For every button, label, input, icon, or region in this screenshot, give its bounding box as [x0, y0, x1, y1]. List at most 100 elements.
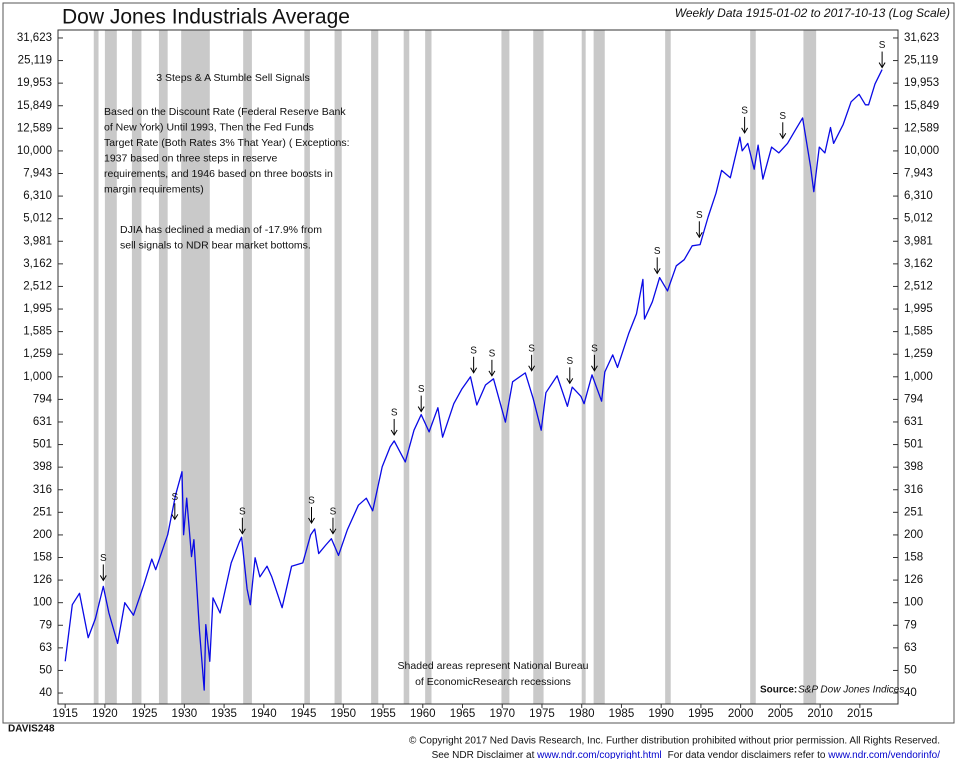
x-tick-label: 1915 [52, 708, 78, 720]
recession [501, 30, 510, 704]
y-tick-label: 1,995 [23, 303, 52, 315]
sell-arrowhead [695, 232, 703, 239]
sell-arrowhead [566, 378, 574, 385]
y-tick-label: 158 [33, 552, 52, 564]
y-tick-label: 794 [33, 393, 53, 405]
method-note: 1937 based on three steps in reserve [104, 152, 278, 164]
recession [181, 30, 210, 704]
sell-label: S [418, 384, 425, 395]
x-tick-label: 1935 [211, 708, 237, 720]
y2-tick-label: 10,000 [904, 145, 939, 157]
y2-tick-label: 31,623 [904, 32, 939, 44]
y-tick-label: 2,512 [23, 280, 52, 292]
sell-arrowhead [308, 517, 315, 524]
sell-label: S [696, 210, 703, 221]
subtitle: Weekly Data 1915-01-02 to 2017-10-13 (Lo… [675, 6, 950, 20]
sell-arrowhead [590, 365, 598, 372]
recession [158, 30, 168, 704]
annotations: Based on the Discount Rate (Federal Rese… [104, 106, 589, 688]
y2-tick-label: 251 [904, 506, 923, 518]
sell-label: S [741, 106, 748, 117]
recession [425, 30, 432, 704]
copyright-link[interactable]: www.ndr.com/copyright.html [536, 750, 662, 759]
recession [304, 30, 310, 704]
axes: 40 40 50 50 63 63 79 79 100 100 126 126 158 158 200 200… [17, 32, 939, 720]
recession [131, 30, 142, 704]
recession [93, 30, 99, 704]
method-note: of New York) Until 1993, Then the Fed Fu… [104, 121, 314, 133]
y-tick-label: 7,943 [23, 168, 52, 180]
y2-tick-label: 1,259 [904, 348, 933, 360]
y-tick-label: 631 [33, 416, 52, 428]
y-tick-label: 50 [39, 664, 52, 676]
recession [665, 30, 671, 704]
y-tick-label: 79 [39, 619, 52, 631]
source: S&P Dow Jones Indices [798, 685, 904, 696]
y2-tick-label: 316 [904, 484, 923, 496]
y2-tick-label: 200 [904, 529, 923, 541]
sell-label: S [566, 356, 573, 367]
y-tick-label: 251 [33, 506, 52, 518]
chart-code: DAVIS248 [8, 724, 55, 735]
sell-arrowhead [488, 370, 496, 377]
sell-arrowhead [417, 406, 425, 413]
y2-tick-label: 2,512 [904, 280, 933, 292]
y2-tick-label: 25,119 [904, 55, 938, 67]
y-tick-label: 15,849 [17, 100, 52, 112]
y2-tick-label: 501 [904, 439, 923, 451]
y2-tick-label: 1,000 [904, 371, 933, 383]
y-tick-label: 5,012 [23, 213, 52, 225]
y2-tick-label: 1,995 [904, 303, 933, 315]
sell-label: S [489, 348, 496, 359]
x-tick-label: 2010 [807, 708, 833, 720]
y2-tick-label: 63 [904, 642, 917, 654]
method-note: Based on the Discount Rate (Federal Rese… [104, 106, 346, 118]
sell-label: S [528, 343, 535, 354]
y2-tick-label: 794 [904, 393, 924, 405]
sell-label: S [391, 408, 398, 419]
source-label: Source: [760, 685, 797, 696]
y-tick-label: 6,310 [23, 190, 52, 202]
y2-tick-label: 126 [904, 574, 923, 586]
x-tick-label: 1990 [648, 708, 674, 720]
vendor-prefix: For data vendor disclaimers refer to [668, 750, 829, 759]
sell-label: S [100, 553, 107, 564]
y2-tick-label: 12,589 [904, 122, 939, 134]
sell-arrowhead [741, 127, 749, 134]
sell-arrowhead [528, 365, 536, 372]
sell-arrowhead [878, 62, 886, 69]
copyright: © Copyright 2017 Ned Davis Research, Inc… [409, 736, 940, 747]
y-tick-label: 63 [39, 642, 52, 654]
sell-label: S [654, 246, 661, 257]
y-tick-label: 398 [33, 461, 52, 473]
y-tick-label: 1,000 [23, 371, 52, 383]
recession [533, 30, 544, 704]
recession [371, 30, 379, 704]
y-tick-label: 126 [33, 574, 52, 586]
sell-arrowhead [238, 528, 246, 535]
y-tick-label: 100 [33, 597, 52, 609]
y-tick-label: 40 [39, 687, 52, 699]
method-note: margin requirements) [104, 183, 204, 195]
recession [803, 30, 817, 704]
recessions [93, 30, 817, 704]
x-tick-label: 1995 [688, 708, 714, 720]
sell-arrowhead [329, 528, 337, 535]
y2-tick-label: 3,162 [904, 258, 933, 270]
median-note: DJIA has declined a median of -17.9% fro… [120, 224, 322, 236]
vendor-link[interactable]: www.ndr.com/vendorinfo/ [827, 750, 940, 759]
disclaimer: See NDR Disclaimer at www.ndr.com/copyri… [432, 750, 941, 759]
dow-line [64, 69, 883, 691]
x-tick-label: 2000 [728, 708, 754, 720]
sell-arrowhead [390, 429, 398, 436]
y-tick-label: 10,000 [17, 145, 52, 157]
sell-arrowhead [653, 268, 661, 275]
y2-tick-label: 7,943 [904, 168, 933, 180]
sell-label: S [470, 345, 477, 356]
sell-arrowhead [99, 575, 107, 582]
y2-tick-label: 158 [904, 552, 923, 564]
y-tick-label: 31,623 [17, 32, 52, 44]
y-tick-label: 25,119 [18, 55, 52, 67]
recession [593, 30, 605, 704]
